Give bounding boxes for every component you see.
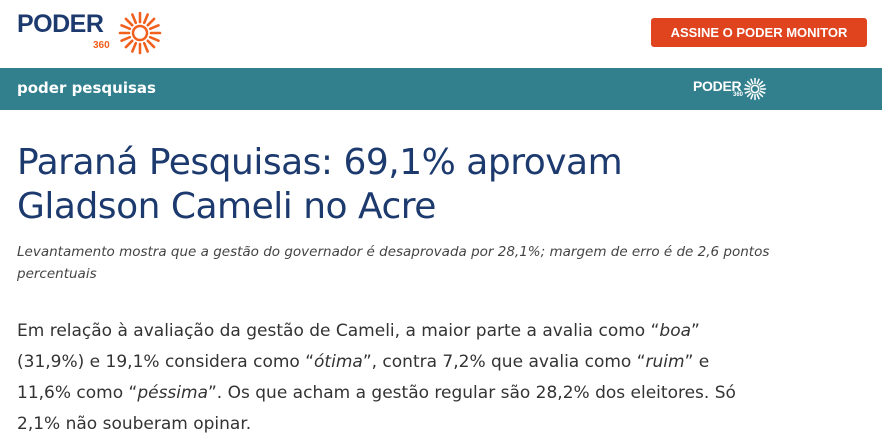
sun-ray — [148, 24, 160, 31]
sun-ray — [746, 80, 752, 86]
sun-ray — [756, 93, 760, 100]
article-subtitle: Levantamento mostra que a gestão do gove… — [17, 244, 770, 282]
article-body: Em relação à avaliação da gestão de Came… — [17, 316, 762, 440]
section-label[interactable]: poder pesquisas — [17, 79, 156, 97]
text: ” e 11,6% como “ — [17, 352, 710, 403]
sun-ray — [756, 78, 760, 85]
sun-ray — [758, 92, 764, 98]
text: Em relação à avaliação da gestão de Came… — [17, 321, 660, 341]
sun-ray — [146, 39, 156, 49]
sun-ray — [142, 41, 149, 53]
sun-ray — [750, 93, 754, 100]
italic-text: ótima — [314, 352, 363, 372]
mini-logo-text: PODER — [693, 78, 742, 94]
italic-text: boa — [659, 321, 692, 341]
mini-logo-sun — [743, 77, 767, 101]
text: ”, contra 7,2% que avalia como “ — [362, 352, 646, 372]
sun-ray — [744, 84, 751, 88]
sun-ray — [120, 24, 132, 31]
sun-ray — [146, 17, 156, 27]
sun-ray — [148, 35, 160, 42]
subscribe-button[interactable]: ASSINE O PODER MONITOR — [651, 18, 867, 47]
text: ”. Os que acham a gestão regular são 28,… — [17, 383, 736, 434]
italic-text: péssima — [137, 383, 208, 403]
article-title: Paraná Pesquisas: 69,1% aprovam Gladson … — [17, 142, 623, 227]
sun-ray — [744, 90, 751, 94]
sun-ray — [120, 35, 132, 42]
mini-logo[interactable]: PODER 360 — [693, 77, 773, 101]
sun-ray — [131, 41, 138, 53]
sun-ray — [142, 13, 149, 25]
italic-text: ruim — [645, 352, 685, 372]
logo-sun — [118, 11, 162, 55]
sun-ray — [759, 84, 766, 88]
header: PODER 360 ASSINE O PODER MONITOR — [0, 0, 882, 68]
section-bar: poder pesquisas PODER 360 — [0, 68, 882, 110]
sun-ray — [759, 90, 766, 94]
logo-text: PODER — [17, 10, 104, 38]
sun-ray — [758, 80, 764, 86]
mini-logo-suffix: 360 — [733, 92, 744, 98]
sun-ray — [131, 13, 138, 25]
sun-ray — [124, 39, 134, 49]
sun-ray — [750, 78, 754, 85]
sun-ray — [746, 92, 752, 98]
sun-ray — [124, 17, 134, 27]
logo[interactable]: PODER 360 — [17, 10, 177, 56]
logo-suffix: 360 — [93, 40, 110, 51]
text: ” (31,9%) e 19,1% considera como “ — [17, 321, 700, 372]
